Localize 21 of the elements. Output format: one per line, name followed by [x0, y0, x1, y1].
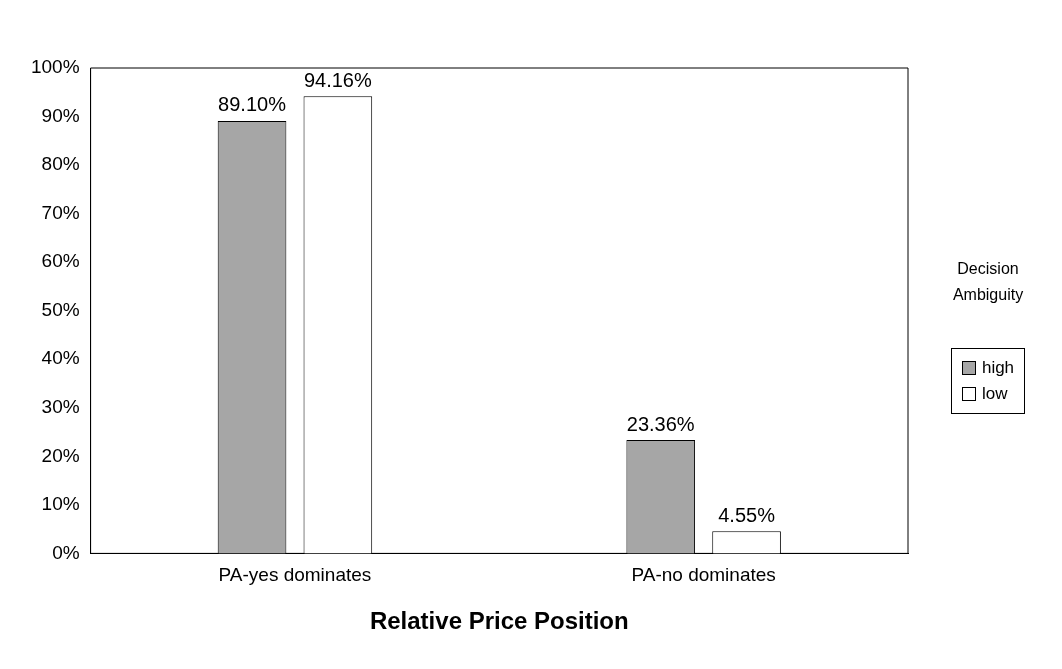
y-tick-label: 80%: [41, 153, 80, 175]
data-label: 89.10%: [218, 93, 287, 116]
y-tick-label: 20%: [41, 444, 80, 466]
y-tick-label: 40%: [41, 347, 80, 369]
y-tick-label: 90%: [41, 104, 80, 126]
data-label: 23.36%: [626, 412, 695, 435]
y-tick-label: 30%: [41, 396, 80, 418]
legend-title: Decision Ambiguity: [951, 258, 1025, 305]
x-tick-label: PA-yes dominates: [218, 564, 372, 586]
y-tick-label: 0%: [52, 541, 80, 563]
data-label: 4.55%: [718, 503, 776, 526]
x-axis-title: Relative Price Position: [369, 607, 629, 635]
y-tick-label: 50%: [41, 298, 80, 320]
y-tick-label: 10%: [41, 493, 80, 515]
legend-label: high: [981, 356, 1015, 379]
y-tick-label: 100%: [30, 56, 80, 78]
text: low: [981, 382, 1008, 405]
y-tick-label: 70%: [41, 201, 80, 223]
y-tick-label: 60%: [41, 250, 80, 272]
x-tick-label: PA-no dominates: [631, 564, 776, 586]
data-label: 94.16%: [303, 68, 372, 91]
